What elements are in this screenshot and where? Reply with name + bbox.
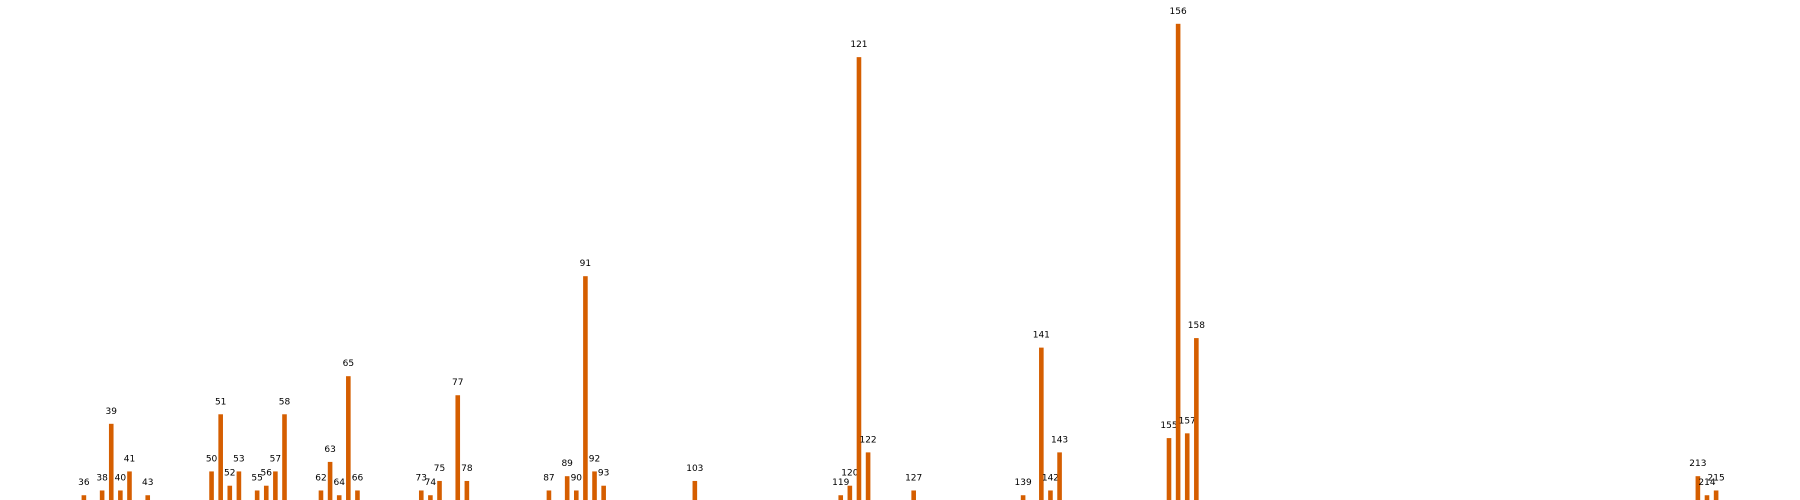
bar-label: 213	[1689, 459, 1706, 469]
bar	[865, 452, 871, 500]
bar-label: 157	[1179, 416, 1196, 426]
bar-label: 89	[561, 459, 573, 469]
bar	[573, 490, 579, 500]
bar-label: 87	[543, 473, 554, 483]
bar	[1194, 338, 1199, 500]
bar-label: 120	[841, 469, 858, 479]
bar-label: 214	[1698, 478, 1715, 488]
bar	[464, 480, 470, 500]
bar-label: 92	[589, 454, 600, 464]
bar-label: 91	[580, 259, 591, 269]
bar	[108, 423, 114, 500]
bar-label: 36	[78, 478, 90, 488]
bar	[336, 495, 342, 500]
bar	[1695, 476, 1701, 500]
bar	[856, 57, 862, 500]
bar-label: 90	[571, 473, 583, 483]
bar-label: 158	[1188, 321, 1205, 331]
bar-label: 39	[106, 407, 118, 417]
bar	[209, 471, 214, 500]
bar	[236, 471, 242, 500]
bar	[692, 480, 698, 500]
bar	[1175, 23, 1181, 500]
bar	[1704, 495, 1710, 500]
bar-label: 103	[686, 464, 703, 474]
bar-label: 38	[96, 473, 108, 483]
bar	[1713, 490, 1719, 500]
bar-label: 127	[905, 473, 922, 483]
bar-label: 141	[1033, 331, 1050, 341]
bar	[455, 395, 461, 500]
bar	[327, 461, 333, 500]
bar-label: 55	[251, 473, 262, 483]
bar	[838, 495, 844, 500]
bar	[1020, 495, 1026, 500]
bar	[592, 471, 597, 500]
bar-label: 143	[1051, 435, 1068, 445]
bar	[546, 490, 552, 500]
bar-label: 142	[1042, 473, 1059, 483]
bar-label: 78	[461, 464, 473, 474]
bar-label: 156	[1170, 7, 1187, 17]
bar	[601, 485, 606, 500]
bar-label: 56	[261, 469, 273, 479]
bar-label: 53	[233, 454, 244, 464]
bar-label: 64	[333, 478, 345, 488]
bar-label: 65	[343, 359, 354, 369]
bar-label: 57	[270, 454, 281, 464]
bar	[418, 490, 424, 500]
bar	[847, 485, 853, 500]
bar-label: 139	[1015, 478, 1032, 488]
bar	[355, 490, 360, 500]
bar	[282, 414, 287, 500]
bar	[118, 490, 123, 500]
bar	[318, 490, 324, 500]
bar-label: 58	[279, 397, 291, 407]
bar	[1057, 452, 1062, 500]
bar-label: 155	[1160, 421, 1177, 431]
bar-label: 77	[452, 378, 463, 388]
bar-label: 63	[324, 445, 335, 455]
bar-label: 93	[598, 469, 609, 479]
bar-label: 121	[850, 40, 867, 50]
bar	[263, 485, 269, 500]
bar-label: 73	[416, 473, 427, 483]
bar	[1048, 490, 1053, 500]
bar	[437, 480, 442, 500]
bar	[127, 471, 132, 500]
bar	[428, 495, 433, 500]
bar-label: 62	[315, 473, 326, 483]
bar	[911, 490, 916, 500]
bar	[218, 414, 223, 500]
bar-label: 74	[425, 478, 437, 488]
bar-label: 75	[434, 464, 445, 474]
bar	[273, 471, 278, 500]
bar	[1166, 438, 1172, 500]
bar-label: 40	[115, 473, 127, 483]
bar-label: 43	[142, 478, 153, 488]
bar-label: 122	[859, 435, 876, 445]
bar-label: 119	[832, 478, 849, 488]
bar-label: 50	[206, 454, 218, 464]
bar	[346, 376, 351, 500]
bar	[99, 490, 105, 500]
bar	[564, 476, 570, 500]
bar	[1184, 433, 1190, 500]
bar	[583, 276, 588, 500]
bar	[81, 495, 87, 500]
bar-label: 52	[224, 469, 235, 479]
bar-label: 66	[352, 473, 364, 483]
bar	[1039, 347, 1044, 500]
bar-label: 215	[1708, 473, 1725, 483]
bar	[227, 485, 233, 500]
bar-label: 41	[124, 454, 135, 464]
bar-label: 51	[215, 397, 226, 407]
bar	[254, 490, 260, 500]
bar	[145, 495, 151, 500]
